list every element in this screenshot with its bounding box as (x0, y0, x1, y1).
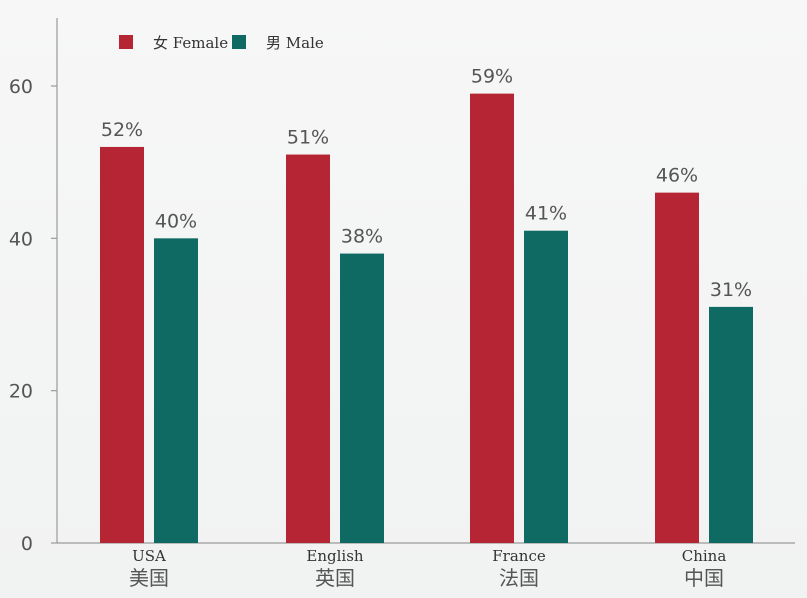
bar-female (286, 154, 330, 544)
x-tick-label: English (306, 547, 364, 565)
bar-male (709, 306, 753, 543)
bar-female (470, 93, 514, 543)
data-label: 41% (525, 203, 567, 225)
data-label: 40% (155, 210, 197, 232)
y-tick-label: 20 (9, 381, 33, 403)
data-label: 59% (471, 66, 513, 88)
bar-female (100, 146, 144, 543)
bar-male (524, 230, 568, 543)
x-tick-label-cn: 法国 (499, 566, 539, 590)
x-tick-label-cn: 中国 (684, 566, 724, 590)
legend-label: 男 Male (266, 34, 324, 52)
x-tick-label: China (682, 547, 727, 565)
legend-swatch (232, 35, 246, 49)
legend-swatch (119, 35, 133, 49)
data-label: 52% (101, 119, 143, 141)
y-tick-label: 40 (9, 228, 33, 250)
data-label: 31% (710, 279, 752, 301)
legend: 女 Female 男 Male (119, 34, 324, 52)
data-label: 46% (656, 165, 698, 187)
data-label: 38% (341, 226, 383, 248)
value-labels: 52% 40% 51% 38% 59% 41% 46% 31% (101, 66, 752, 301)
bar-male (340, 253, 384, 544)
data-label: 51% (287, 127, 329, 149)
x-tick-label: USA (132, 547, 166, 565)
bars (100, 93, 753, 544)
bar-female (655, 192, 699, 543)
y-tick-label: 60 (9, 76, 33, 98)
x-tick-label: France (492, 547, 546, 565)
x-tick-label-cn: 英国 (315, 566, 355, 590)
x-tick-label-cn: 美国 (129, 566, 169, 590)
legend-label: 女 Female (153, 34, 228, 52)
bar-male (154, 238, 198, 544)
y-tick-label: 0 (21, 533, 33, 555)
